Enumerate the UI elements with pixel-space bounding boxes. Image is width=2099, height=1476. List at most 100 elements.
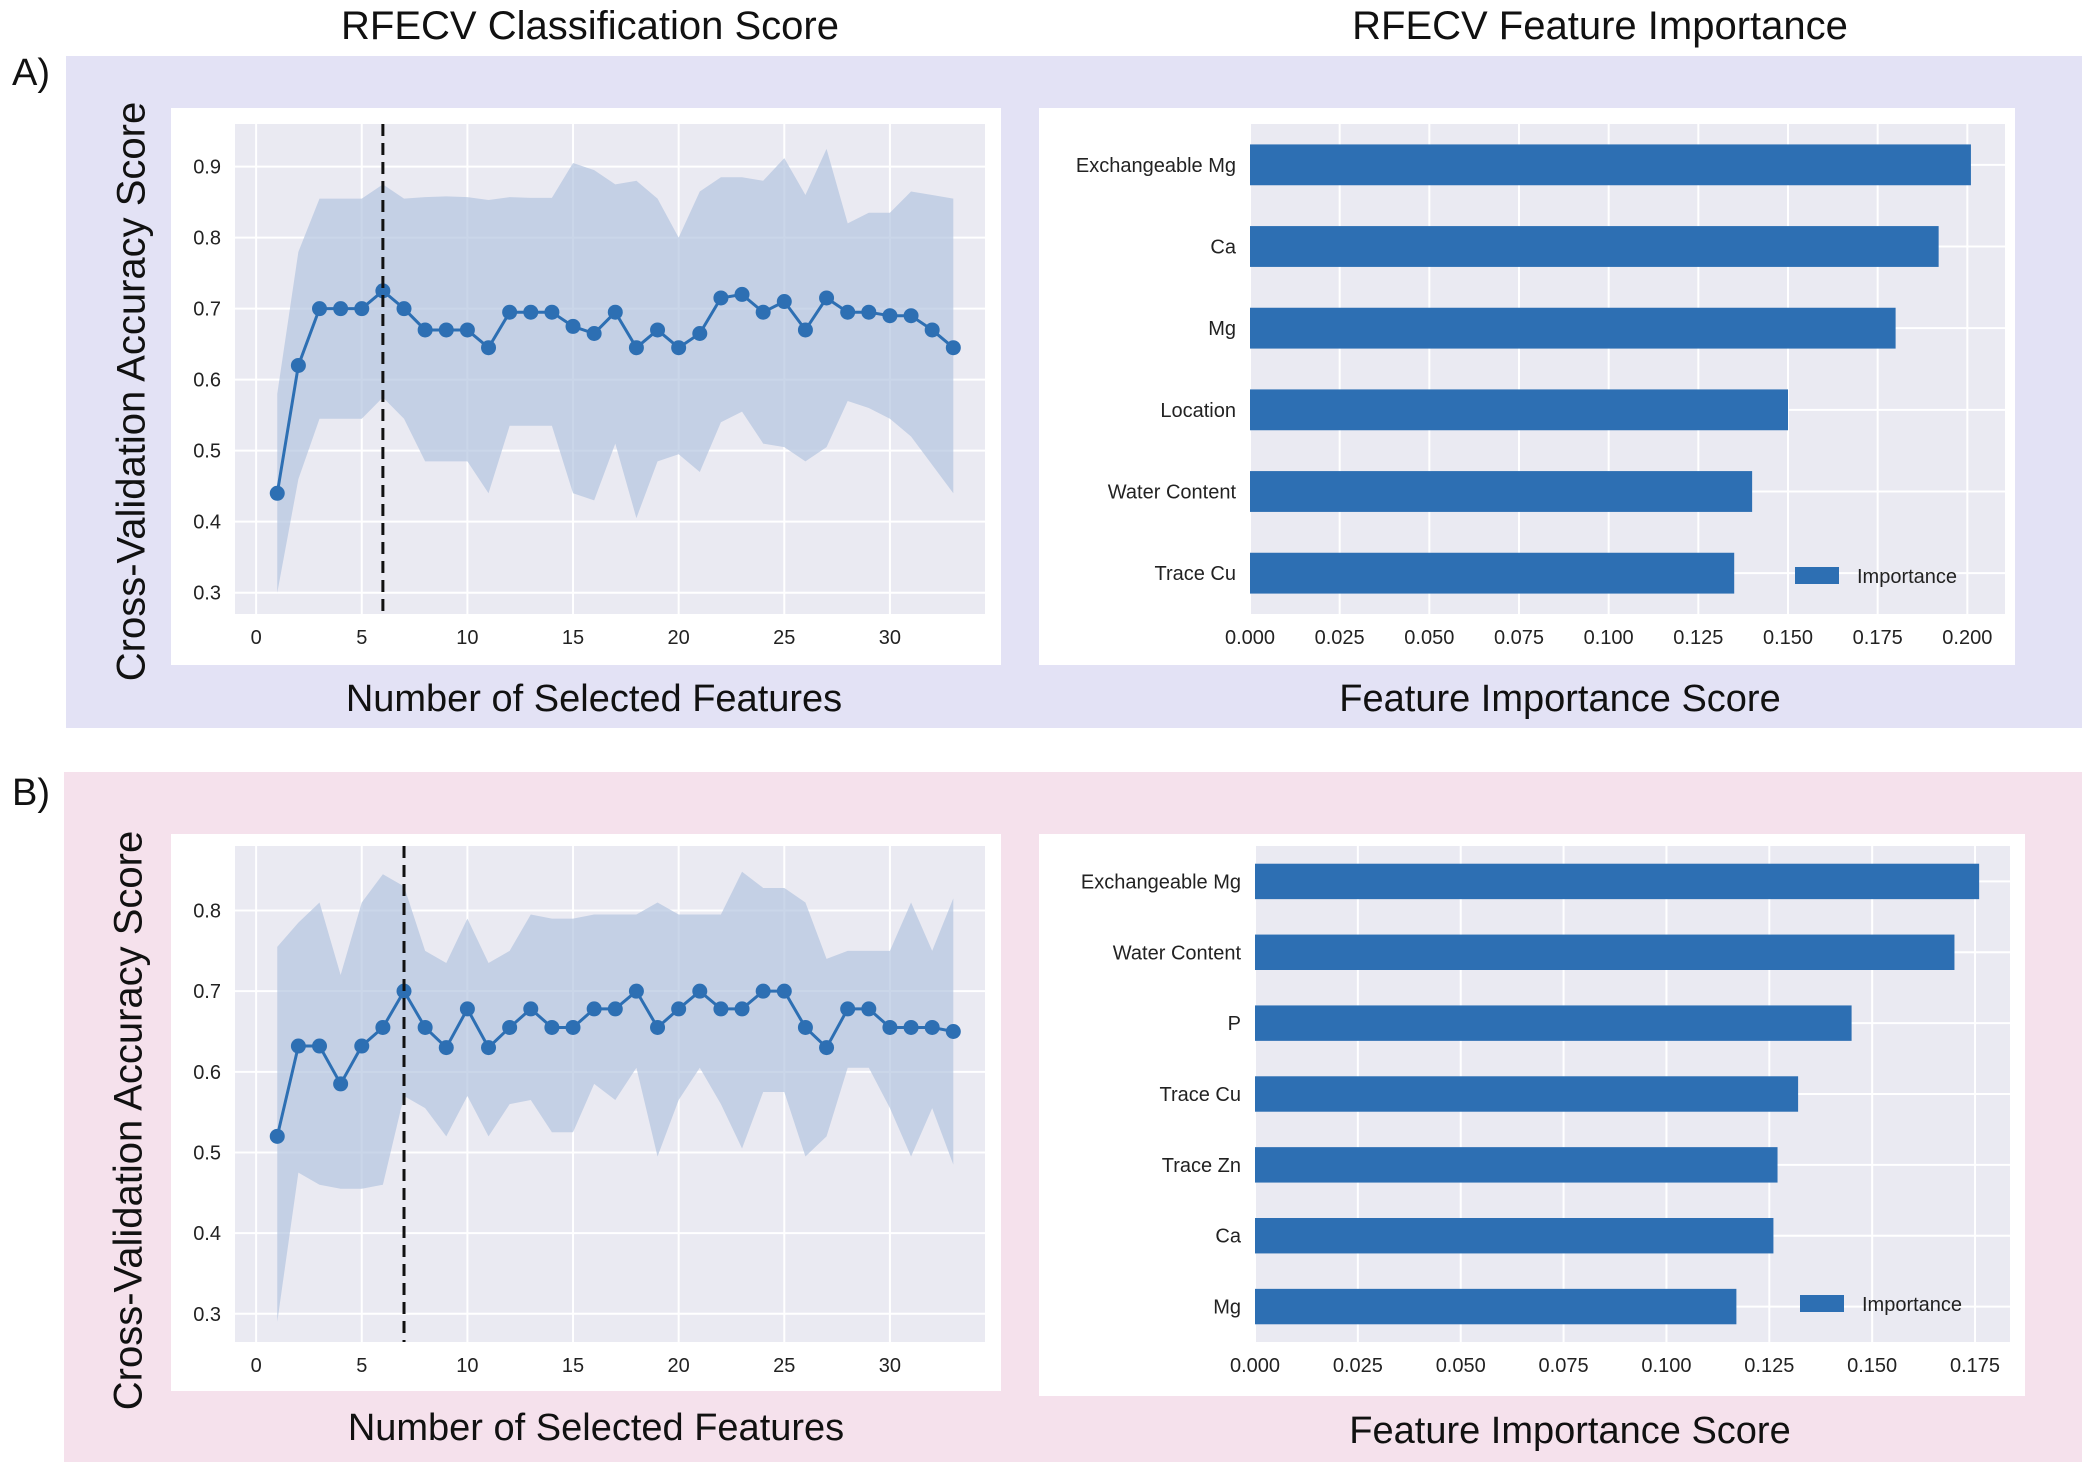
y-tick-label-0: 0.5	[193, 441, 221, 463]
legend-swatch-3	[1800, 1295, 1844, 1312]
x-tick-label-1: 0.150	[1763, 627, 1813, 649]
category-label-1: Trace Cu	[1154, 563, 1236, 585]
left-column-title: RFECV Classification Score	[341, 4, 839, 48]
score-point-0	[628, 340, 644, 356]
score-point-0	[481, 340, 497, 356]
score-point-0	[650, 322, 666, 338]
score-point-0	[797, 322, 813, 338]
x-tick-label-3: 0.050	[1436, 1355, 1486, 1377]
score-point-0	[333, 301, 349, 317]
x-tick-label-2: 10	[456, 1355, 478, 1377]
y-tick-label-2: 0.8	[193, 901, 221, 923]
x-tick-label-1: 0.050	[1404, 627, 1454, 649]
x-tick-label-2: 25	[773, 1355, 795, 1377]
score-point-2	[713, 1001, 729, 1017]
legend-label-1: Importance	[1857, 566, 1957, 588]
importance-bar-1	[1250, 389, 1789, 431]
importance-bar-3	[1255, 1288, 1737, 1325]
x-tick-label-3: 0.025	[1333, 1355, 1383, 1377]
score-point-2	[333, 1076, 349, 1092]
category-label-1: Mg	[1208, 318, 1236, 340]
x-tick-label-0: 0	[251, 627, 262, 649]
score-point-0	[544, 304, 560, 320]
y-tick-label-2: 0.7	[193, 981, 221, 1003]
y-tick-label-2: 0.6	[193, 1062, 221, 1084]
right-column-title: RFECV Feature Importance	[1352, 4, 1848, 48]
score-point-0	[840, 304, 856, 320]
score-point-0	[755, 304, 771, 320]
score-point-2	[354, 1038, 370, 1054]
score-point-2	[776, 983, 792, 999]
score-point-2	[628, 983, 644, 999]
score-point-2	[438, 1040, 454, 1056]
category-label-3: Water Content	[1113, 942, 1242, 964]
importance-bar-1	[1250, 307, 1896, 349]
score-point-0	[671, 340, 687, 356]
y-tick-label-0: 0.4	[193, 512, 221, 534]
category-label-1: Water Content	[1108, 482, 1237, 504]
score-point-0	[354, 301, 370, 317]
importance-bar-3	[1255, 1076, 1799, 1112]
x-tick-label-3: 0.175	[1950, 1355, 2000, 1377]
x-tick-label-1: 0.125	[1673, 627, 1723, 649]
score-point-2	[819, 1040, 835, 1056]
category-label-1: Ca	[1210, 237, 1236, 259]
category-label-3: Trace Cu	[1159, 1084, 1241, 1106]
category-label-3: Mg	[1213, 1297, 1241, 1319]
panel-b-label: B)	[12, 772, 50, 814]
score-point-0	[523, 304, 539, 320]
score-point-0	[903, 308, 919, 324]
category-label-3: Trace Zn	[1162, 1155, 1241, 1177]
score-point-0	[945, 340, 961, 356]
x-tick-label-0: 10	[456, 627, 478, 649]
score-point-0	[396, 301, 412, 317]
score-point-0	[882, 308, 898, 324]
importance-bar-1	[1250, 226, 1939, 267]
legend-label-3: Importance	[1862, 1294, 1962, 1316]
score-point-2	[607, 1001, 623, 1017]
score-point-2	[396, 983, 412, 999]
x-tick-label-0: 20	[668, 627, 690, 649]
score-point-2	[523, 1001, 539, 1017]
panel-a-label: A)	[12, 52, 50, 94]
importance-bar-1	[1250, 471, 1753, 512]
importance-bar-3	[1255, 1218, 1774, 1254]
x-tick-label-1: 0.025	[1315, 627, 1365, 649]
importance-bar-3	[1255, 863, 1980, 900]
panel-a-left-x-axis-label: Number of Selected Features	[345, 678, 843, 720]
score-point-2	[861, 1001, 877, 1017]
x-tick-label-1: 0.075	[1494, 627, 1544, 649]
score-point-0	[417, 322, 433, 338]
importance-bar-3	[1255, 1005, 1852, 1041]
importance-bar-1	[1250, 144, 1971, 186]
score-point-0	[692, 325, 708, 341]
score-point-0	[861, 304, 877, 320]
y-tick-label-0: 0.9	[193, 157, 221, 179]
score-point-2	[692, 983, 708, 999]
x-tick-label-1: 0.000	[1225, 627, 1275, 649]
score-point-0	[776, 294, 792, 310]
score-point-2	[797, 1019, 813, 1035]
x-tick-label-1: 0.100	[1584, 627, 1634, 649]
category-label-3: Exchangeable Mg	[1081, 871, 1241, 893]
score-point-0	[269, 485, 285, 501]
score-point-0	[312, 301, 328, 317]
score-point-2	[544, 1019, 560, 1035]
score-point-2	[671, 1001, 687, 1017]
y-tick-label-0: 0.8	[193, 228, 221, 250]
category-label-3: Ca	[1215, 1226, 1241, 1248]
importance-bar-3	[1255, 934, 1955, 970]
score-point-2	[312, 1038, 328, 1054]
x-tick-label-1: 0.200	[1942, 627, 1992, 649]
category-label-1: Location	[1160, 400, 1236, 422]
score-point-2	[945, 1023, 961, 1039]
panel-a-right-x-axis-label: Feature Importance Score	[1339, 678, 1781, 720]
y-tick-label-2: 0.4	[193, 1223, 221, 1245]
score-point-2	[417, 1019, 433, 1035]
panel-b-right-x-axis-label: Feature Importance Score	[1349, 1410, 1791, 1452]
score-point-0	[607, 304, 623, 320]
score-point-2	[481, 1040, 497, 1056]
x-tick-label-3: 0.075	[1539, 1355, 1589, 1377]
panel-b-left-x-axis-label: Number of Selected Features	[347, 1407, 845, 1449]
score-point-2	[903, 1019, 919, 1035]
